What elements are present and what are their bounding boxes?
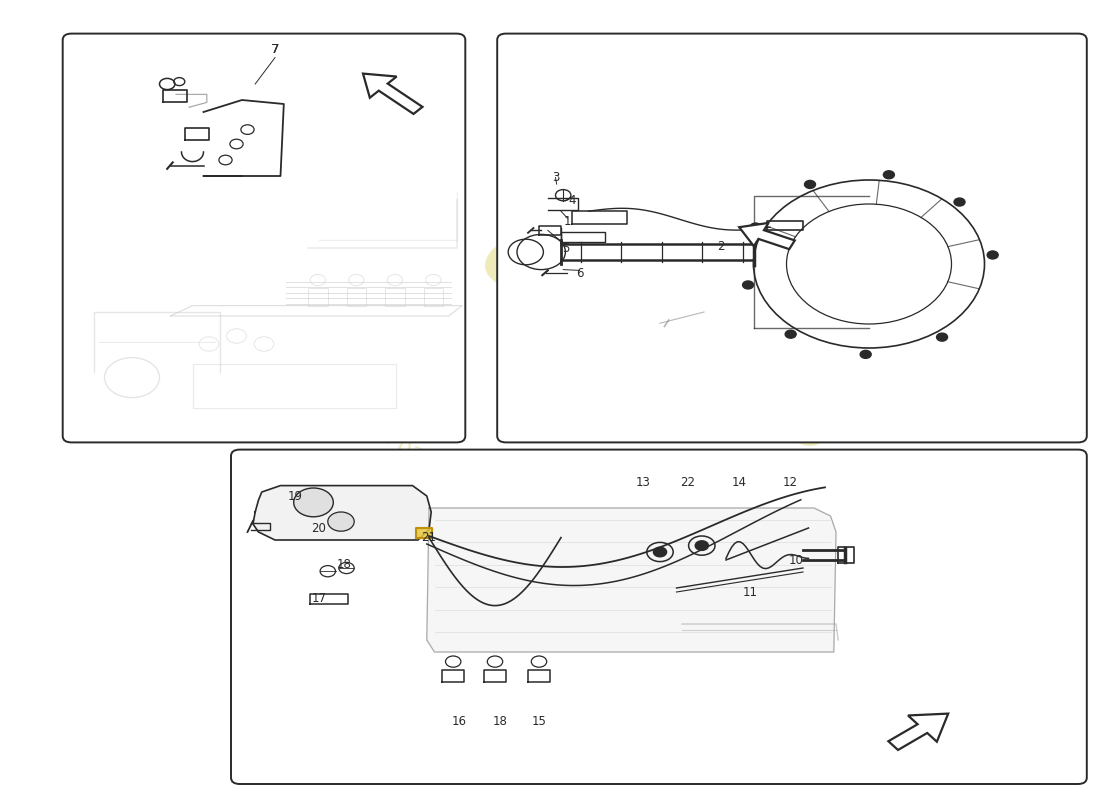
Polygon shape [427,508,836,652]
Text: 16: 16 [451,715,466,728]
Text: 17: 17 [311,592,327,605]
Circle shape [653,547,667,557]
Text: 6: 6 [576,267,583,280]
FancyBboxPatch shape [63,34,465,442]
Circle shape [936,333,947,341]
Text: 7: 7 [271,43,279,56]
Text: 3: 3 [552,171,559,184]
Circle shape [328,512,354,531]
Polygon shape [416,528,432,538]
Circle shape [695,541,708,550]
Text: 15: 15 [531,715,547,728]
Circle shape [742,281,754,289]
Circle shape [883,170,894,178]
Text: 4: 4 [569,194,575,206]
Polygon shape [363,74,422,114]
FancyBboxPatch shape [231,450,1087,784]
Text: 18: 18 [493,715,508,728]
Circle shape [294,488,333,517]
Polygon shape [889,714,948,750]
Circle shape [987,251,998,259]
Circle shape [785,330,796,338]
Circle shape [954,198,965,206]
Circle shape [860,350,871,358]
Text: 11: 11 [742,586,758,598]
Text: 7: 7 [271,43,279,56]
Text: europes: europes [468,215,852,473]
Text: a passion for parts since 1985: a passion for parts since 1985 [375,424,681,600]
Polygon shape [739,223,794,249]
Text: 5: 5 [562,242,569,254]
Circle shape [804,181,815,189]
Text: 1985: 1985 [798,162,962,286]
Circle shape [750,223,761,231]
Text: 14: 14 [732,476,747,489]
Text: 19: 19 [287,490,303,502]
Text: 21: 21 [421,531,437,544]
Text: 13: 13 [636,476,651,489]
Text: 20: 20 [311,522,327,534]
Text: 12: 12 [782,476,797,489]
Text: 2: 2 [717,240,724,253]
Polygon shape [253,486,431,540]
Text: 22: 22 [680,476,695,489]
Text: 10: 10 [789,554,804,566]
FancyBboxPatch shape [497,34,1087,442]
Text: 1: 1 [564,215,571,228]
Text: 18: 18 [337,558,352,571]
